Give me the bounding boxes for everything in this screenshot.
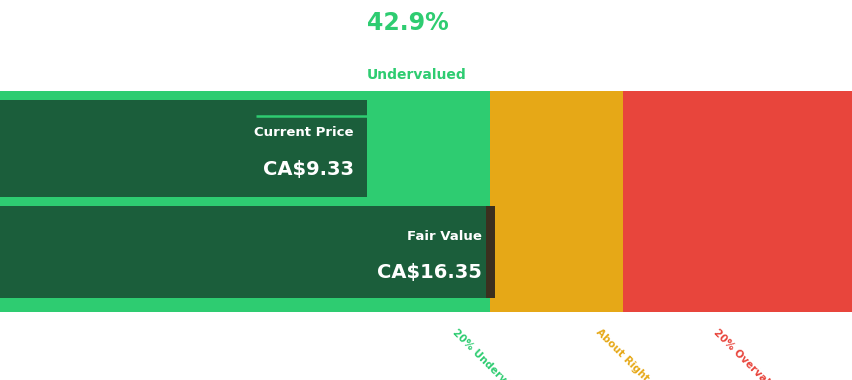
Text: About Right: About Right: [594, 327, 650, 380]
Bar: [0, 206, 490, 298]
Text: CA$9.33: CA$9.33: [262, 160, 354, 179]
Text: Current Price: Current Price: [254, 125, 354, 139]
Text: Undervalued: Undervalued: [366, 68, 466, 82]
Text: Fair Value: Fair Value: [406, 230, 481, 243]
Text: CA$16.35: CA$16.35: [377, 263, 481, 282]
Bar: [486, 206, 494, 298]
Bar: [490, 91, 622, 312]
Bar: [622, 91, 852, 312]
Text: 42.9%: 42.9%: [366, 11, 448, 35]
Bar: [0, 100, 366, 197]
Text: 20% Undervalued: 20% Undervalued: [450, 327, 530, 380]
Text: 20% Overvalued: 20% Overvalued: [711, 327, 786, 380]
Bar: [0, 91, 490, 312]
